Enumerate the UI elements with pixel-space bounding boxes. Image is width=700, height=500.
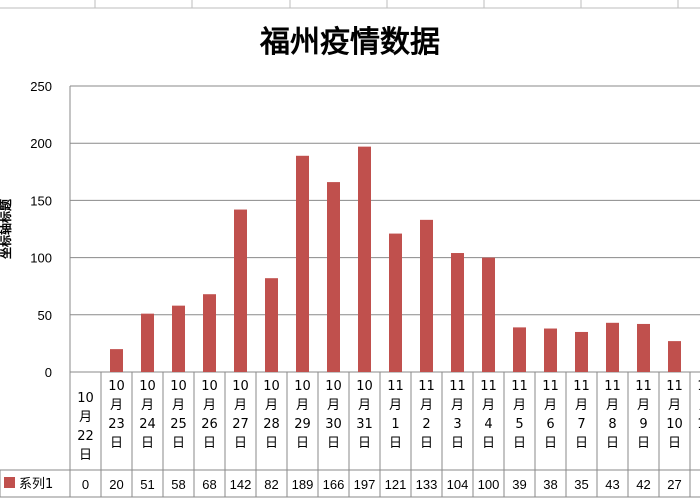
value-label: 68	[202, 477, 216, 492]
value-label: 121	[385, 477, 407, 492]
bar	[513, 327, 526, 372]
bar	[606, 322, 619, 372]
bar	[327, 182, 340, 372]
bar	[637, 323, 650, 372]
bar	[203, 294, 216, 372]
bar	[451, 253, 464, 372]
value-label: 0	[82, 477, 89, 492]
y-tick-label: 50	[38, 308, 52, 323]
category-label: 11 月 3 日	[449, 379, 466, 451]
y-axis-ticks: 0 50 100 150 200 250	[30, 79, 52, 380]
category-label: 11 月 1 日	[387, 379, 404, 451]
category-label: 10 月 23 日	[108, 379, 125, 451]
category-label: 10 月 24 日	[139, 379, 156, 451]
gridlines	[69, 85, 700, 373]
bar	[265, 278, 278, 372]
category-label: 11 月 10 日	[666, 379, 683, 451]
value-label: 35	[574, 477, 588, 492]
value-label: 39	[512, 477, 526, 492]
category-label: 10 月 29 日	[294, 379, 311, 451]
y-tick-label: 0	[45, 365, 52, 380]
legend: 系列1	[4, 477, 53, 492]
value-label: 100	[478, 477, 500, 492]
value-label: 20	[109, 477, 123, 492]
value-label: 38	[543, 477, 557, 492]
value-label: 58	[171, 477, 185, 492]
category-label: 10 月 27 日	[232, 379, 249, 451]
y-tick-label: 250	[30, 79, 52, 94]
top-table-lines	[0, 0, 700, 9]
bar	[141, 313, 154, 372]
bar	[575, 331, 588, 372]
legend-label: 系列1	[19, 477, 53, 492]
value-label: 43	[605, 477, 619, 492]
value-label: 104	[447, 477, 469, 492]
y-tick-label: 150	[30, 193, 52, 208]
value-label: 197	[354, 477, 376, 492]
value-label: 51	[140, 477, 154, 492]
bar	[358, 146, 371, 372]
category-label: 11 月 9 日	[635, 379, 652, 451]
chart-title: 福州疫情数据	[259, 25, 440, 60]
y-tick-label: 200	[30, 136, 52, 151]
category-label: 11 月 2 日	[418, 379, 435, 451]
value-label: 82	[264, 477, 278, 492]
category-label: 11月11日	[697, 379, 700, 451]
bar	[668, 341, 681, 372]
bar	[544, 328, 557, 372]
category-label: 11 月 6 日	[542, 379, 559, 451]
y-axis-label: 坐标轴标题	[0, 198, 13, 259]
category-label: 10 月 22 日	[77, 391, 94, 463]
bar	[389, 233, 402, 372]
value-label: 189	[292, 477, 314, 492]
value-label: 166	[323, 477, 345, 492]
category-label: 11 月 5 日	[511, 379, 528, 451]
category-label: 10 月 31 日	[356, 379, 373, 451]
bar	[296, 155, 309, 372]
category-label: 10 月 25 日	[170, 379, 187, 451]
data-table: 10 月 22 日 10 月 23 日 10 月 24 日 10 月 25 日 10 月 26 日 10 月 27 日 10 月 2…	[0, 372, 700, 498]
bars	[110, 146, 681, 372]
bar	[172, 305, 185, 372]
value-label: 27	[667, 477, 681, 492]
category-label: 11 月 7 日	[573, 379, 590, 451]
bar	[110, 349, 123, 372]
category-label: 11 月 8 日	[604, 379, 621, 451]
value-label: 142	[230, 477, 252, 492]
bar	[234, 209, 247, 372]
bar	[420, 219, 433, 372]
value-label: 42	[636, 477, 650, 492]
category-label: 10 月 26 日	[201, 379, 218, 451]
value-label: 133	[416, 477, 438, 492]
category-label: 10 月 30 日	[325, 379, 342, 451]
category-label: 11 月 4 日	[480, 379, 497, 451]
legend-swatch	[4, 477, 15, 488]
category-label: 10 月 28 日	[263, 379, 280, 451]
bar	[482, 257, 495, 372]
y-tick-label: 100	[30, 251, 52, 266]
